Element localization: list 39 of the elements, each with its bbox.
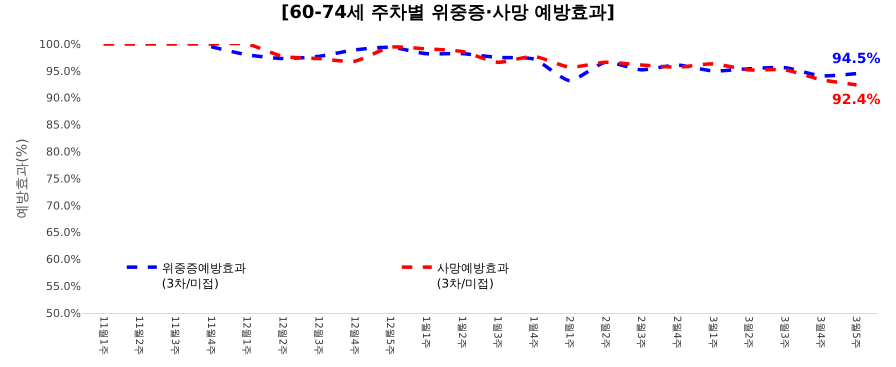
x-tick-label: 2월2주 bbox=[599, 316, 610, 349]
x-tick-label: 12월4주 bbox=[348, 316, 360, 356]
y-tick-label: 100.0% bbox=[39, 38, 81, 51]
x-tick-label: 1월3주 bbox=[492, 316, 503, 349]
data-label: 94.5% bbox=[832, 51, 881, 67]
y-tick-label: 80.0% bbox=[46, 145, 81, 158]
x-tick-label: 11월2주 bbox=[133, 316, 144, 356]
x-tick-label: 11월1주 bbox=[97, 316, 108, 356]
chart-title: [60-74세 주차별 위중증·사망 예방효과] bbox=[281, 2, 615, 24]
x-tick-label: 12월1주 bbox=[240, 316, 252, 356]
x-tick-label: 3월3주 bbox=[778, 316, 790, 349]
x-tick-label: 1월4주 bbox=[528, 316, 539, 349]
y-axis-title: 예방효과(%) bbox=[14, 138, 31, 219]
x-tick-label: 1월2주 bbox=[456, 316, 467, 349]
legend-label: 위중증예방효과 (3차/미접) bbox=[162, 260, 246, 290]
y-tick-label: 95.0% bbox=[46, 64, 81, 78]
y-tick-label: 60.0% bbox=[46, 253, 81, 266]
x-tick-label: 2월1주 bbox=[563, 316, 574, 349]
x-tick-label: 1월1주 bbox=[420, 316, 431, 349]
x-tick-label: 3월4주 bbox=[814, 316, 826, 349]
y-tick-label: 70.0% bbox=[46, 199, 81, 212]
y-tick-label: 55.0% bbox=[46, 280, 81, 293]
x-tick-label: 3월1주 bbox=[706, 316, 718, 349]
x-tick-label: 2월3주 bbox=[635, 316, 646, 349]
y-tick-label: 50.0% bbox=[46, 306, 81, 320]
x-tick-label: 3월5주 bbox=[850, 316, 862, 349]
y-tick-label: 75.0% bbox=[46, 172, 81, 186]
x-tick-label: 12월3주 bbox=[312, 316, 324, 356]
data-label: 92.4% bbox=[832, 92, 881, 108]
x-tick-label: 12월5주 bbox=[384, 316, 396, 356]
x-tick-label: 2월4주 bbox=[670, 316, 682, 349]
x-tick-label: 12월2주 bbox=[276, 316, 288, 356]
y-tick-label: 65.0% bbox=[46, 226, 81, 240]
y-tick-label: 85.0% bbox=[46, 118, 81, 132]
x-tick-label: 3월2주 bbox=[742, 316, 754, 349]
legend-label: 사망예방효과 (3차/미접) bbox=[436, 260, 509, 290]
x-tick-label: 11월3주 bbox=[168, 316, 180, 356]
y-tick-label: 90.0% bbox=[46, 92, 81, 105]
x-tick-label: 11월4주 bbox=[204, 316, 216, 356]
